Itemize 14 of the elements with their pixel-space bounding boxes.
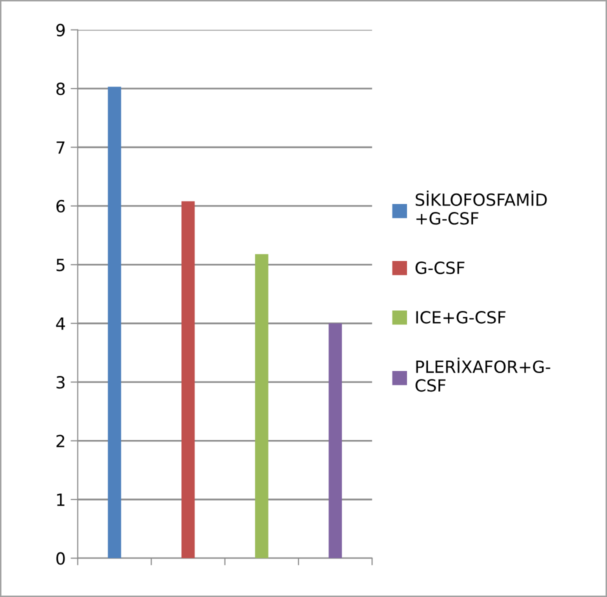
legend-label: SİKLOFOSFAMİD+G-CSF <box>416 190 547 225</box>
y-tick-label: 5 <box>56 258 64 272</box>
y-tick-label: 0 <box>56 552 65 565</box>
y-tick-label: 6 <box>56 200 65 213</box>
y-tick-label: 1 <box>57 494 64 506</box>
y-tick-label: 3 <box>56 376 65 389</box>
y-tick-label: 4 <box>56 318 65 330</box>
legend-label: G-CSF <box>416 262 464 274</box>
y-tick-label: 9 <box>56 24 65 36</box>
legend-label: ICE+G-CSF <box>416 310 506 324</box>
y-tick-label: 7 <box>56 141 64 154</box>
legend-label: PLERİXAFOR+G-CSF <box>416 358 550 392</box>
y-tick-label: 8 <box>56 82 65 96</box>
y-tick-label: 2 <box>56 434 64 448</box>
